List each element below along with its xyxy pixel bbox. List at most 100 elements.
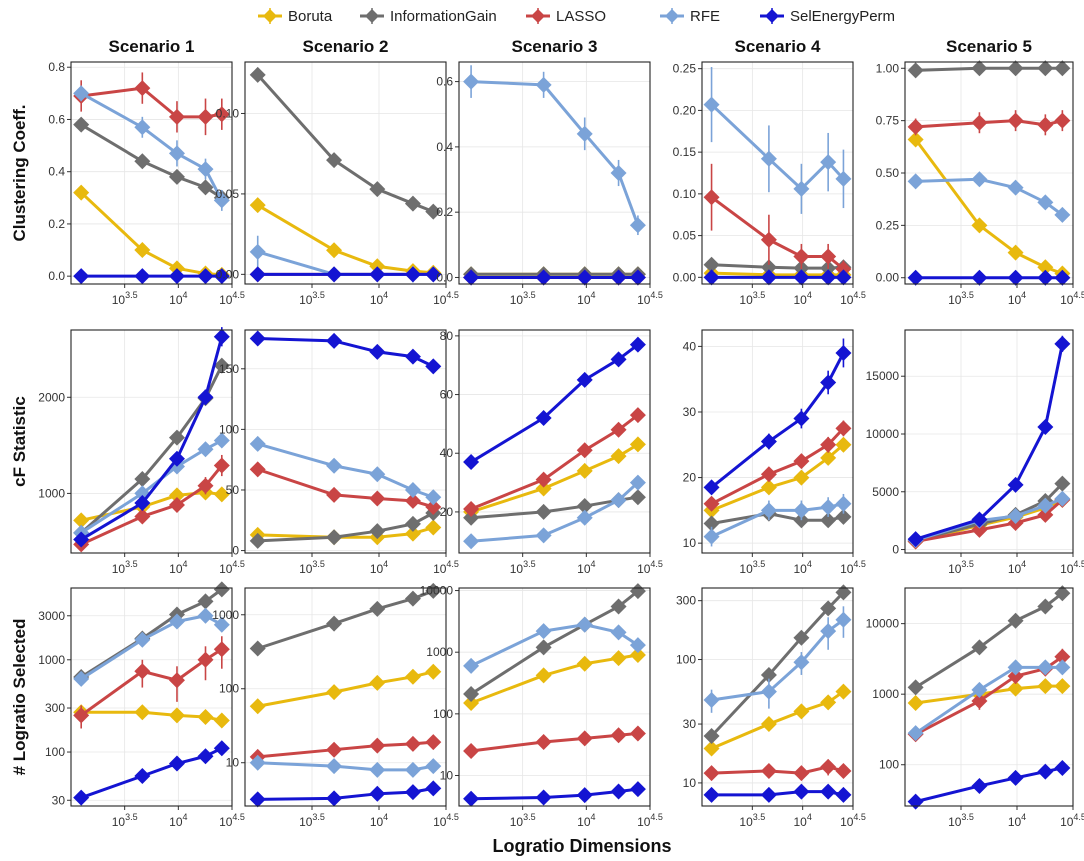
data-point xyxy=(907,679,924,696)
data-point xyxy=(1054,206,1071,223)
data-point xyxy=(168,613,185,630)
y-tick-label: 20 xyxy=(440,505,454,519)
x-tick-label: 104.5 xyxy=(840,290,866,307)
data-point xyxy=(760,269,777,286)
y-tick-label: 0.75 xyxy=(876,114,900,128)
data-point xyxy=(463,454,480,471)
data-point xyxy=(971,511,988,528)
row-label-3: # Logratio Selected xyxy=(10,619,29,776)
x-tick-label: 103.5 xyxy=(510,812,536,829)
data-point xyxy=(629,474,646,491)
scenario-title-4: Scenario 4 xyxy=(735,37,822,56)
x-tick-label: 103.5 xyxy=(739,559,765,576)
data-point xyxy=(760,666,777,683)
panel-r1-c2: 0.00 0.05 0.10 103.5 104 104.5 xyxy=(216,61,459,307)
x-tick-label: 104.5 xyxy=(637,290,663,307)
data-point xyxy=(1007,476,1024,493)
data-point xyxy=(703,528,720,545)
data-point xyxy=(820,499,837,516)
data-point xyxy=(134,767,151,784)
data-point xyxy=(404,784,421,801)
panel-border xyxy=(70,329,233,554)
y-tick-label: 0.25 xyxy=(876,218,900,232)
data-point xyxy=(369,343,386,360)
series-selenergyperm xyxy=(73,327,230,548)
series-rfe xyxy=(703,606,852,713)
data-point xyxy=(463,73,480,90)
y-tick-label: 2000 xyxy=(38,390,65,404)
data-point xyxy=(703,96,720,113)
data-point xyxy=(629,436,646,453)
data-point xyxy=(1007,244,1024,261)
data-point xyxy=(369,266,386,283)
data-point xyxy=(73,85,90,102)
x-tick-label: 104 xyxy=(169,559,187,576)
data-point xyxy=(971,217,988,234)
y-tick-label: 100 xyxy=(219,682,239,696)
data-point xyxy=(629,637,646,654)
data-point xyxy=(535,639,552,656)
data-point xyxy=(369,737,386,754)
data-point xyxy=(576,509,593,526)
y-tick-label: 300 xyxy=(676,594,696,608)
data-point xyxy=(760,433,777,450)
data-point xyxy=(1054,585,1071,602)
data-point xyxy=(197,389,214,406)
y-tick-label: 100 xyxy=(879,758,899,772)
x-tick-label: 104 xyxy=(1008,290,1026,307)
data-point xyxy=(168,429,185,446)
data-point xyxy=(971,681,988,698)
x-axis-label: Logratio Dimensions xyxy=(492,836,671,856)
y-tick-label: 60 xyxy=(440,388,454,402)
data-point xyxy=(793,410,810,427)
series-selenergyperm xyxy=(73,268,230,285)
y-tick-label: 0.4 xyxy=(436,140,453,154)
x-tick-label: 104.5 xyxy=(219,559,245,576)
series-selenergyperm xyxy=(463,781,646,807)
y-tick-label: 0.6 xyxy=(436,75,453,89)
data-point xyxy=(703,269,720,286)
data-point xyxy=(535,480,552,497)
data-point xyxy=(1037,194,1054,211)
data-point xyxy=(835,420,852,437)
data-point xyxy=(249,330,266,347)
series-lasso xyxy=(249,461,442,515)
data-point xyxy=(576,730,593,747)
data-point xyxy=(73,670,90,687)
series-boruta xyxy=(907,131,1071,282)
data-point xyxy=(760,762,777,779)
data-point xyxy=(629,725,646,742)
x-tick-label: 104.5 xyxy=(433,290,459,307)
series-lasso xyxy=(463,725,646,759)
data-point xyxy=(610,492,627,509)
data-point xyxy=(1054,759,1071,776)
data-point xyxy=(134,268,151,285)
data-point xyxy=(835,269,852,286)
data-point xyxy=(213,268,230,285)
data-point xyxy=(820,374,837,391)
data-point xyxy=(404,525,421,542)
data-point xyxy=(326,529,343,546)
y-tick-label: 100 xyxy=(45,745,65,759)
data-point xyxy=(249,197,266,214)
data-point xyxy=(326,266,343,283)
data-point xyxy=(1054,112,1071,129)
series-selenergyperm xyxy=(463,269,646,286)
data-point xyxy=(971,521,988,538)
y-tick-label: 0.00 xyxy=(216,267,240,281)
y-tick-label: 30 xyxy=(683,717,697,731)
y-tick-label: 100 xyxy=(433,707,453,721)
data-point xyxy=(197,477,214,494)
x-tick-label: 103.5 xyxy=(739,812,765,829)
series-rfe xyxy=(249,435,442,506)
x-tick-label: 103.5 xyxy=(510,559,536,576)
data-point xyxy=(703,691,720,708)
data-point xyxy=(535,503,552,520)
data-point xyxy=(629,269,646,286)
data-point xyxy=(1007,508,1024,525)
data-point xyxy=(326,242,343,259)
data-point xyxy=(1037,763,1054,780)
data-point xyxy=(610,269,627,286)
data-point xyxy=(425,266,442,283)
series-rfe xyxy=(73,85,230,211)
